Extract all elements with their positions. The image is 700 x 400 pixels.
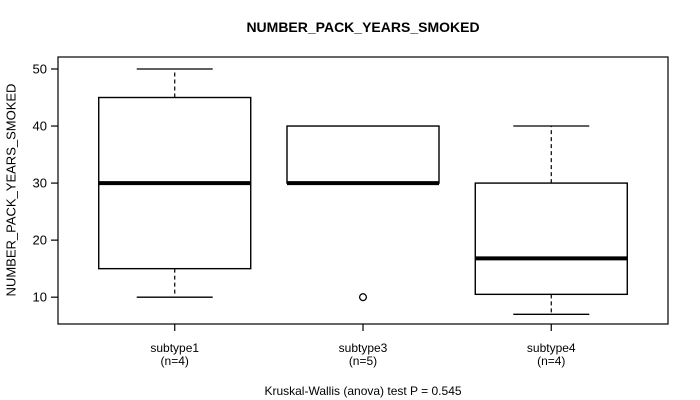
y-tick-label: 20 — [33, 233, 47, 248]
x-tick-sublabel: (n=4) — [161, 354, 189, 368]
x-tick-sublabel: (n=4) — [537, 354, 565, 368]
chart-title: NUMBER_PACK_YEARS_SMOKED — [246, 19, 480, 35]
y-tick-label: 50 — [33, 61, 47, 76]
x-tick-label: subtype1 — [150, 341, 199, 355]
box-iqr — [474, 182, 628, 296]
x-tick-label: subtype3 — [339, 341, 388, 355]
y-tick-label: 40 — [33, 119, 47, 134]
x-tick-sublabel: (n=5) — [349, 354, 377, 368]
y-tick-label: 30 — [33, 176, 47, 191]
x-tick-label: subtype4 — [527, 341, 576, 355]
box-iqr — [286, 125, 440, 184]
stat-test-annotation: Kruskal-Wallis (anova) test P = 0.545 — [264, 384, 462, 398]
outlier-point — [358, 293, 368, 302]
y-tick-label: 10 — [33, 290, 47, 305]
